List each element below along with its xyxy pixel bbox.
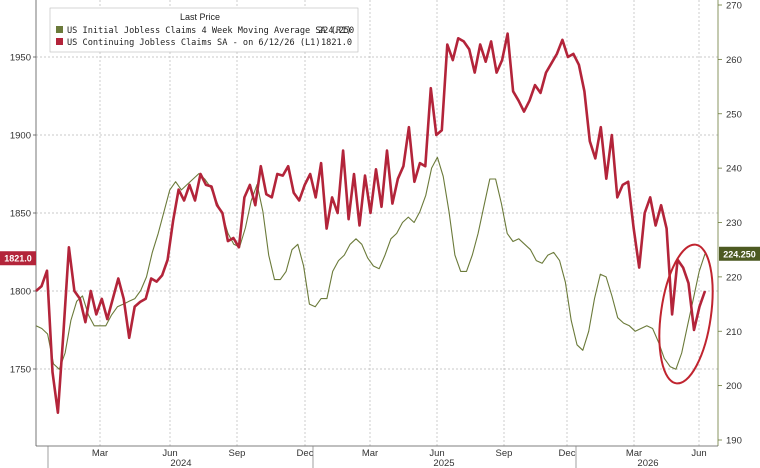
last-value-tag-initial-claims: [719, 246, 760, 261]
right-tick-label: 250: [726, 109, 742, 120]
gridlines: [36, 0, 718, 446]
series-lines: [35, 32, 707, 415]
series-line-initial-claims: [35, 156, 706, 370]
x-tick-label: Jun: [162, 448, 177, 459]
x-tick-label: Jun: [429, 448, 444, 459]
legend-value-continuing-claims: 1821.0: [321, 38, 352, 48]
last-value-tag-continuing-claims: [0, 251, 36, 266]
left-tick-label: 1950: [10, 53, 31, 64]
x-tick-label: Mar: [626, 448, 642, 459]
right-tick-label: 240: [726, 164, 742, 175]
x-tick-label: Dec: [559, 448, 576, 459]
right-tick-label: 230: [726, 218, 742, 229]
legend-swatch-initial-claims: [56, 26, 63, 33]
highlight-ellipse: [658, 243, 714, 385]
x-tick-label: Mar: [92, 448, 108, 459]
legend-value-initial-claims: 224.250: [318, 26, 354, 36]
left-tick-label: 1800: [10, 287, 31, 298]
right-tick-label: 260: [726, 55, 742, 66]
year-label: 2026: [637, 458, 658, 468]
last-value-labels: 224.250 1821.0: [0, 246, 760, 266]
legend-swatch-continuing-claims: [56, 38, 63, 45]
x-tick-label: Jun: [691, 448, 706, 459]
right-tick-label: 190: [726, 436, 742, 447]
legend-box: [49, 7, 359, 53]
left-tick-label: 1750: [10, 365, 31, 376]
x-tick-label: Dec: [297, 448, 314, 459]
series-line-continuing-claims: [35, 32, 707, 415]
last-value-label-initial-claims: 224.250: [723, 249, 756, 259]
year-label: 2024: [170, 458, 191, 468]
x-tick-label: Sep: [229, 448, 246, 459]
right-tick-label: 220: [726, 272, 742, 283]
axes: Mar Jun Sep Dec Mar Jun Sep Dec Mar Jun 1750 1800 18…: [10, 0, 742, 468]
right-tick-label: 270: [726, 1, 742, 12]
legend-entry-continuing-claims: US Continuing Jobless Claims SA - on 6/1…: [67, 38, 321, 48]
right-tick-label: 210: [726, 327, 742, 338]
legend: Last Price US Initial Jobless Claims 4 W…: [49, 7, 359, 53]
left-tick-label: 1900: [10, 131, 31, 142]
legend-entry-initial-claims: US Initial Jobless Claims 4 Week Moving …: [67, 26, 352, 36]
x-tick-label: Sep: [496, 448, 513, 459]
legend-header: Last Price: [180, 12, 220, 22]
x-tick-label: Mar: [362, 448, 378, 459]
last-value-label-continuing-claims: 1821.0: [4, 254, 32, 264]
left-tick-label: 1850: [10, 209, 31, 220]
right-tick-label: 200: [726, 381, 742, 392]
year-label: 2025: [433, 458, 454, 468]
